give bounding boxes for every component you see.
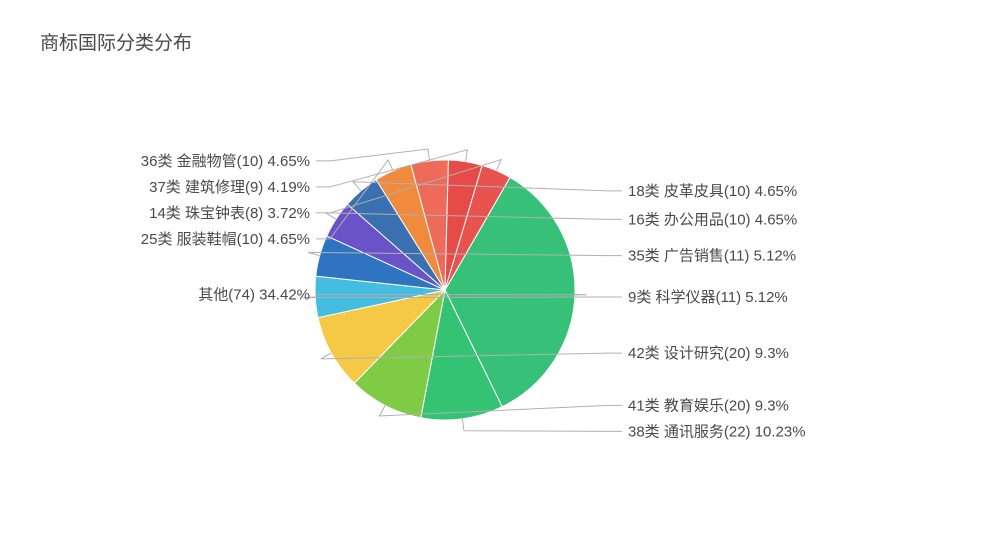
slice-label: 16类 办公用品(10) 4.65%	[628, 211, 797, 228]
leader-line	[316, 149, 430, 161]
slice-label: 其他(74) 34.42%	[198, 286, 310, 303]
slice-label: 42类 设计研究(20) 9.3%	[628, 345, 789, 362]
leader-line	[303, 297, 622, 298]
slice-label: 36类 金融物管(10) 4.65%	[141, 153, 310, 170]
slice-label: 35类 广告销售(11) 5.12%	[628, 248, 796, 265]
slice-label: 37类 建筑修理(9) 4.19%	[149, 179, 310, 196]
slice-label: 25类 服装鞋帽(10) 4.65%	[141, 231, 310, 248]
slice-label: 41类 教育娱乐(20) 9.3%	[628, 397, 789, 414]
pie-chart: 18类 皮革皮具(10) 4.65% 16类 办公用品(10) 4.65% 35类 …	[0, 0, 985, 536]
leader-line	[462, 419, 622, 431]
slice-label: 18类 皮革皮具(10) 4.65%	[628, 183, 797, 200]
slice-label: 38类 通讯服务(22) 10.23%	[628, 423, 806, 440]
slice-label: 9类 科学仪器(11) 5.12%	[628, 289, 788, 306]
slice-label: 14类 珠宝钟表(8) 3.72%	[149, 205, 310, 222]
